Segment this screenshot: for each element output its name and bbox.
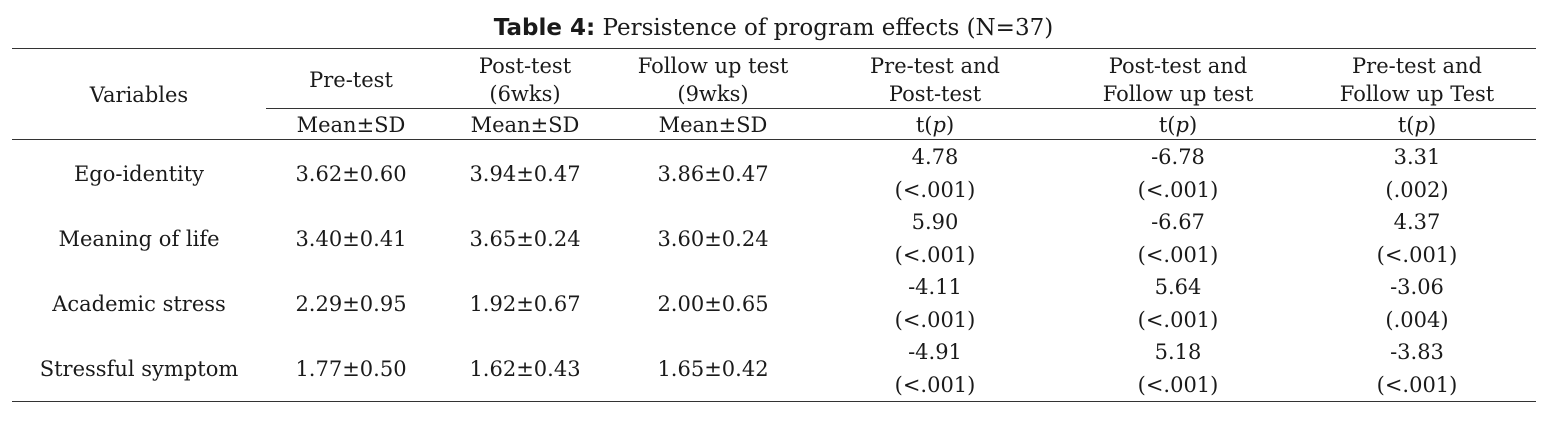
header-pre-follow-line2: Follow up Test [1339,82,1495,106]
header-pre-post-line2: Post-test [888,82,982,106]
header-variables: Variables [89,83,189,107]
cell-pre-follow-t-value: 4.37 [1393,210,1441,234]
cell-variable: Stressful symptom [39,357,239,381]
header-post-follow: Post-test and Follow up test [1058,52,1298,108]
cell-post-follow-p-value: (<.001) [1137,308,1219,332]
header-post-test-line1: Post-test [478,54,572,78]
header-pre-follow: Pre-test and Follow up Test [1298,52,1536,108]
cell-pre-follow-p-value: (.004) [1385,308,1449,332]
cell-pre-post-p-value: (<.001) [894,373,976,397]
cell-pre-post-t-value: -4.91 [908,340,962,364]
p-label: p [1175,113,1189,137]
t-close: ) [1188,113,1198,137]
cell-variable: Ego-identity [73,162,205,186]
p-label: p [932,113,946,137]
t-close: ) [945,113,955,137]
header-follow-up-line1: Follow up test [637,54,789,78]
cell-pre-follow-t-value: -3.06 [1390,275,1444,299]
cell-post-test: 3.94±0.47 [469,162,581,186]
cell-pre-test: 2.29±0.95 [295,292,407,316]
cell-post-test: 1.62±0.43 [469,357,581,381]
cell-follow-up: 1.65±0.42 [657,357,769,381]
subheader-pre-mean: Mean±SD [296,113,406,137]
header-pre-post-line1: Pre-test and [870,54,1000,78]
t-label: t( [915,113,933,137]
cell-post-follow-t-value: 5.64 [1154,275,1202,299]
cell-pre-post-p-value: (<.001) [894,308,976,332]
cell-pre-post-p-value: (<.001) [894,178,976,202]
header-pre-post: Pre-test and Post-test [812,52,1058,108]
cell-follow-up: 3.60±0.24 [657,227,769,251]
cell-pre-follow-p-value: (<.001) [1376,243,1458,267]
cell-pre-post-t-value: -4.11 [908,275,962,299]
cell-post-follow-p-value: (<.001) [1137,178,1219,202]
cell-post-follow-t-value: -6.78 [1151,145,1205,169]
cell-post-follow-p-value: (<.001) [1137,243,1219,267]
subheader-post-mean: Mean±SD [470,113,580,137]
cell-pre-follow-p-value: (.002) [1385,178,1449,202]
cell-pre-post-t-value: 5.90 [911,210,959,234]
bottom-rule [12,401,1536,402]
cell-variable: Meaning of life [58,227,220,251]
header-mid-rule [266,108,1536,109]
subheader-pre-post-t: t(p) [812,111,1058,139]
header-follow-up: Follow up test (9wks) [614,52,812,108]
header-pre-follow-line1: Pre-test and [1352,54,1482,78]
cell-pre-post-p-value: (<.001) [894,243,976,267]
subheader-follow-mean: Mean±SD [658,113,768,137]
p-label: p [1414,113,1428,137]
cell-pre-test: 1.77±0.50 [295,357,407,381]
table-title: Persistence of program effects (N=37) [602,15,1054,41]
header-pre-test: Pre-test [309,68,393,92]
cell-variable: Academic stress [52,292,226,316]
subheader-pre-follow-t: t(p) [1298,111,1536,139]
header-post-follow-line2: Follow up test [1102,82,1254,106]
header-post-test: Post-test (6wks) [436,52,614,108]
cell-post-follow-t-value: -6.67 [1151,210,1205,234]
cell-follow-up: 3.86±0.47 [657,162,769,186]
t-label: t( [1158,113,1176,137]
cell-pre-post-t-value: 4.78 [911,145,959,169]
t-close: ) [1427,113,1437,137]
table-label: Table 4: [493,15,596,41]
subheader-post-follow-t: t(p) [1058,111,1298,139]
cell-pre-follow-t-value: -3.83 [1390,340,1444,364]
table-caption: Table 4: Persistence of program effects … [0,14,1547,42]
header-post-follow-line1: Post-test and [1108,54,1248,78]
header-follow-up-line2: (9wks) [677,82,749,106]
cell-follow-up: 2.00±0.65 [657,292,769,316]
header-bottom-rule [12,139,1536,140]
header-post-test-line2: (6wks) [489,82,561,106]
cell-pre-test: 3.62±0.60 [295,162,407,186]
cell-pre-follow-t-value: 3.31 [1393,145,1441,169]
cell-post-follow-p-value: (<.001) [1137,373,1219,397]
cell-post-test: 1.92±0.67 [469,292,581,316]
t-label: t( [1397,113,1415,137]
cell-pre-test: 3.40±0.41 [295,227,407,251]
top-rule [12,48,1536,49]
cell-pre-follow-p-value: (<.001) [1376,373,1458,397]
cell-post-test: 3.65±0.24 [469,227,581,251]
cell-post-follow-t-value: 5.18 [1154,340,1202,364]
